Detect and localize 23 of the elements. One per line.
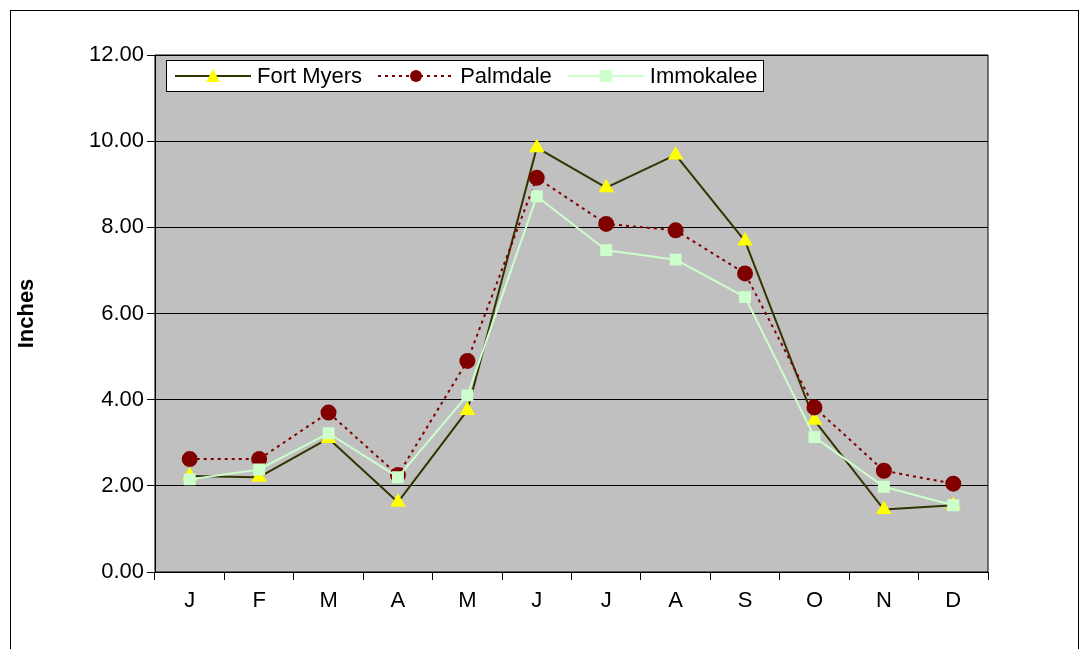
y-tick-label: 12.00 <box>88 41 144 67</box>
x-tick-label: S <box>737 587 753 613</box>
legend-label: Fort Myers <box>257 63 363 89</box>
x-tick-label: M <box>458 587 477 613</box>
y-tick-label: 4.00 <box>101 385 144 411</box>
y-tick-label: 8.00 <box>101 213 144 239</box>
legend-label: Palmdale <box>460 63 552 89</box>
x-tick-label: J <box>600 587 612 613</box>
y-tick-label: 2.00 <box>101 471 144 497</box>
y-tick-label: 0.00 <box>101 558 144 584</box>
x-tick-label: M <box>319 587 338 613</box>
x-tick-label: N <box>875 587 892 613</box>
x-tick-label: A <box>668 587 684 613</box>
y-tick-label: 6.00 <box>101 299 144 325</box>
y-axis-title: Inches <box>13 278 39 349</box>
legend-label: Immokalee <box>649 63 758 89</box>
x-tick-label: F <box>252 587 266 613</box>
x-tick-label: J <box>531 587 543 613</box>
y-tick-label: 10.00 <box>88 127 144 153</box>
x-tick-label: J <box>184 587 196 613</box>
x-tick-label: A <box>390 587 406 613</box>
x-tick-label: O <box>805 587 824 613</box>
x-tick-label: D <box>945 587 962 613</box>
